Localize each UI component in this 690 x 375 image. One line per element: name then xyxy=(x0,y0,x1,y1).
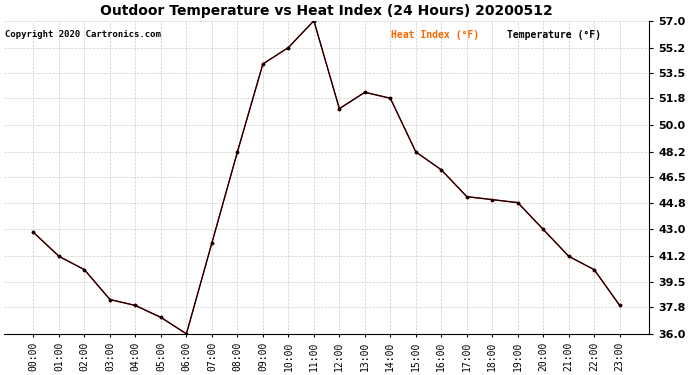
Text: Copyright 2020 Cartronics.com: Copyright 2020 Cartronics.com xyxy=(6,30,161,39)
Text: Temperature (°F): Temperature (°F) xyxy=(507,30,601,40)
Text: Heat Index (°F): Heat Index (°F) xyxy=(391,30,480,40)
Title: Outdoor Temperature vs Heat Index (24 Hours) 20200512: Outdoor Temperature vs Heat Index (24 Ho… xyxy=(100,4,553,18)
